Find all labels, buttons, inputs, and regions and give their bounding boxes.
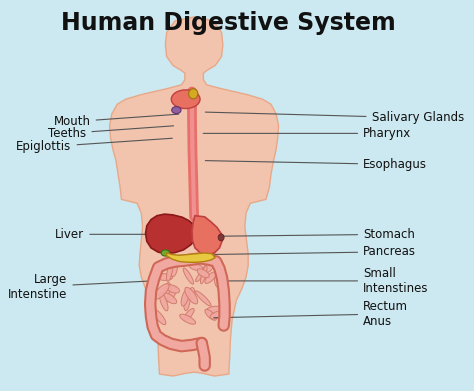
Ellipse shape <box>159 292 168 311</box>
Text: Pharynx: Pharynx <box>203 127 411 140</box>
Ellipse shape <box>163 293 177 304</box>
Ellipse shape <box>181 289 189 306</box>
Ellipse shape <box>195 270 206 282</box>
Ellipse shape <box>197 269 209 278</box>
Text: Salivary Glands: Salivary Glands <box>205 111 464 124</box>
Text: Esophagus: Esophagus <box>205 158 427 171</box>
Ellipse shape <box>185 287 198 304</box>
Ellipse shape <box>154 284 169 299</box>
Ellipse shape <box>166 261 173 282</box>
Ellipse shape <box>164 283 171 301</box>
Text: Teeths: Teeths <box>48 126 173 140</box>
Ellipse shape <box>189 89 198 99</box>
Ellipse shape <box>171 90 200 109</box>
Ellipse shape <box>156 274 173 280</box>
Ellipse shape <box>172 107 181 113</box>
Ellipse shape <box>205 272 216 283</box>
Polygon shape <box>146 214 198 254</box>
Ellipse shape <box>184 293 190 311</box>
Ellipse shape <box>184 308 194 321</box>
Ellipse shape <box>218 234 224 241</box>
Polygon shape <box>109 17 279 376</box>
Ellipse shape <box>210 311 224 319</box>
Ellipse shape <box>180 314 196 324</box>
Ellipse shape <box>190 287 195 299</box>
Text: Mouth: Mouth <box>54 114 179 128</box>
Ellipse shape <box>168 287 176 301</box>
Ellipse shape <box>203 263 213 273</box>
Ellipse shape <box>205 309 217 320</box>
Ellipse shape <box>214 277 221 288</box>
Ellipse shape <box>170 256 178 276</box>
Text: Pancreas: Pancreas <box>214 245 416 258</box>
Ellipse shape <box>206 306 223 314</box>
Text: Large
Intenstine: Large Intenstine <box>8 273 149 301</box>
Ellipse shape <box>167 285 180 293</box>
Polygon shape <box>167 253 215 262</box>
Text: Small
Intenstines: Small Intenstines <box>227 267 428 295</box>
Text: Rectum
Anus: Rectum Anus <box>214 300 408 328</box>
Text: Human Digestive System: Human Digestive System <box>61 11 395 35</box>
Ellipse shape <box>195 291 211 306</box>
Polygon shape <box>192 216 222 255</box>
Ellipse shape <box>201 265 207 284</box>
Text: Liver: Liver <box>55 228 160 241</box>
Ellipse shape <box>161 250 170 256</box>
Text: Epiglottis: Epiglottis <box>16 138 173 154</box>
Ellipse shape <box>183 268 194 284</box>
Text: Stomach: Stomach <box>218 228 415 241</box>
Ellipse shape <box>189 264 203 271</box>
Ellipse shape <box>153 309 166 325</box>
